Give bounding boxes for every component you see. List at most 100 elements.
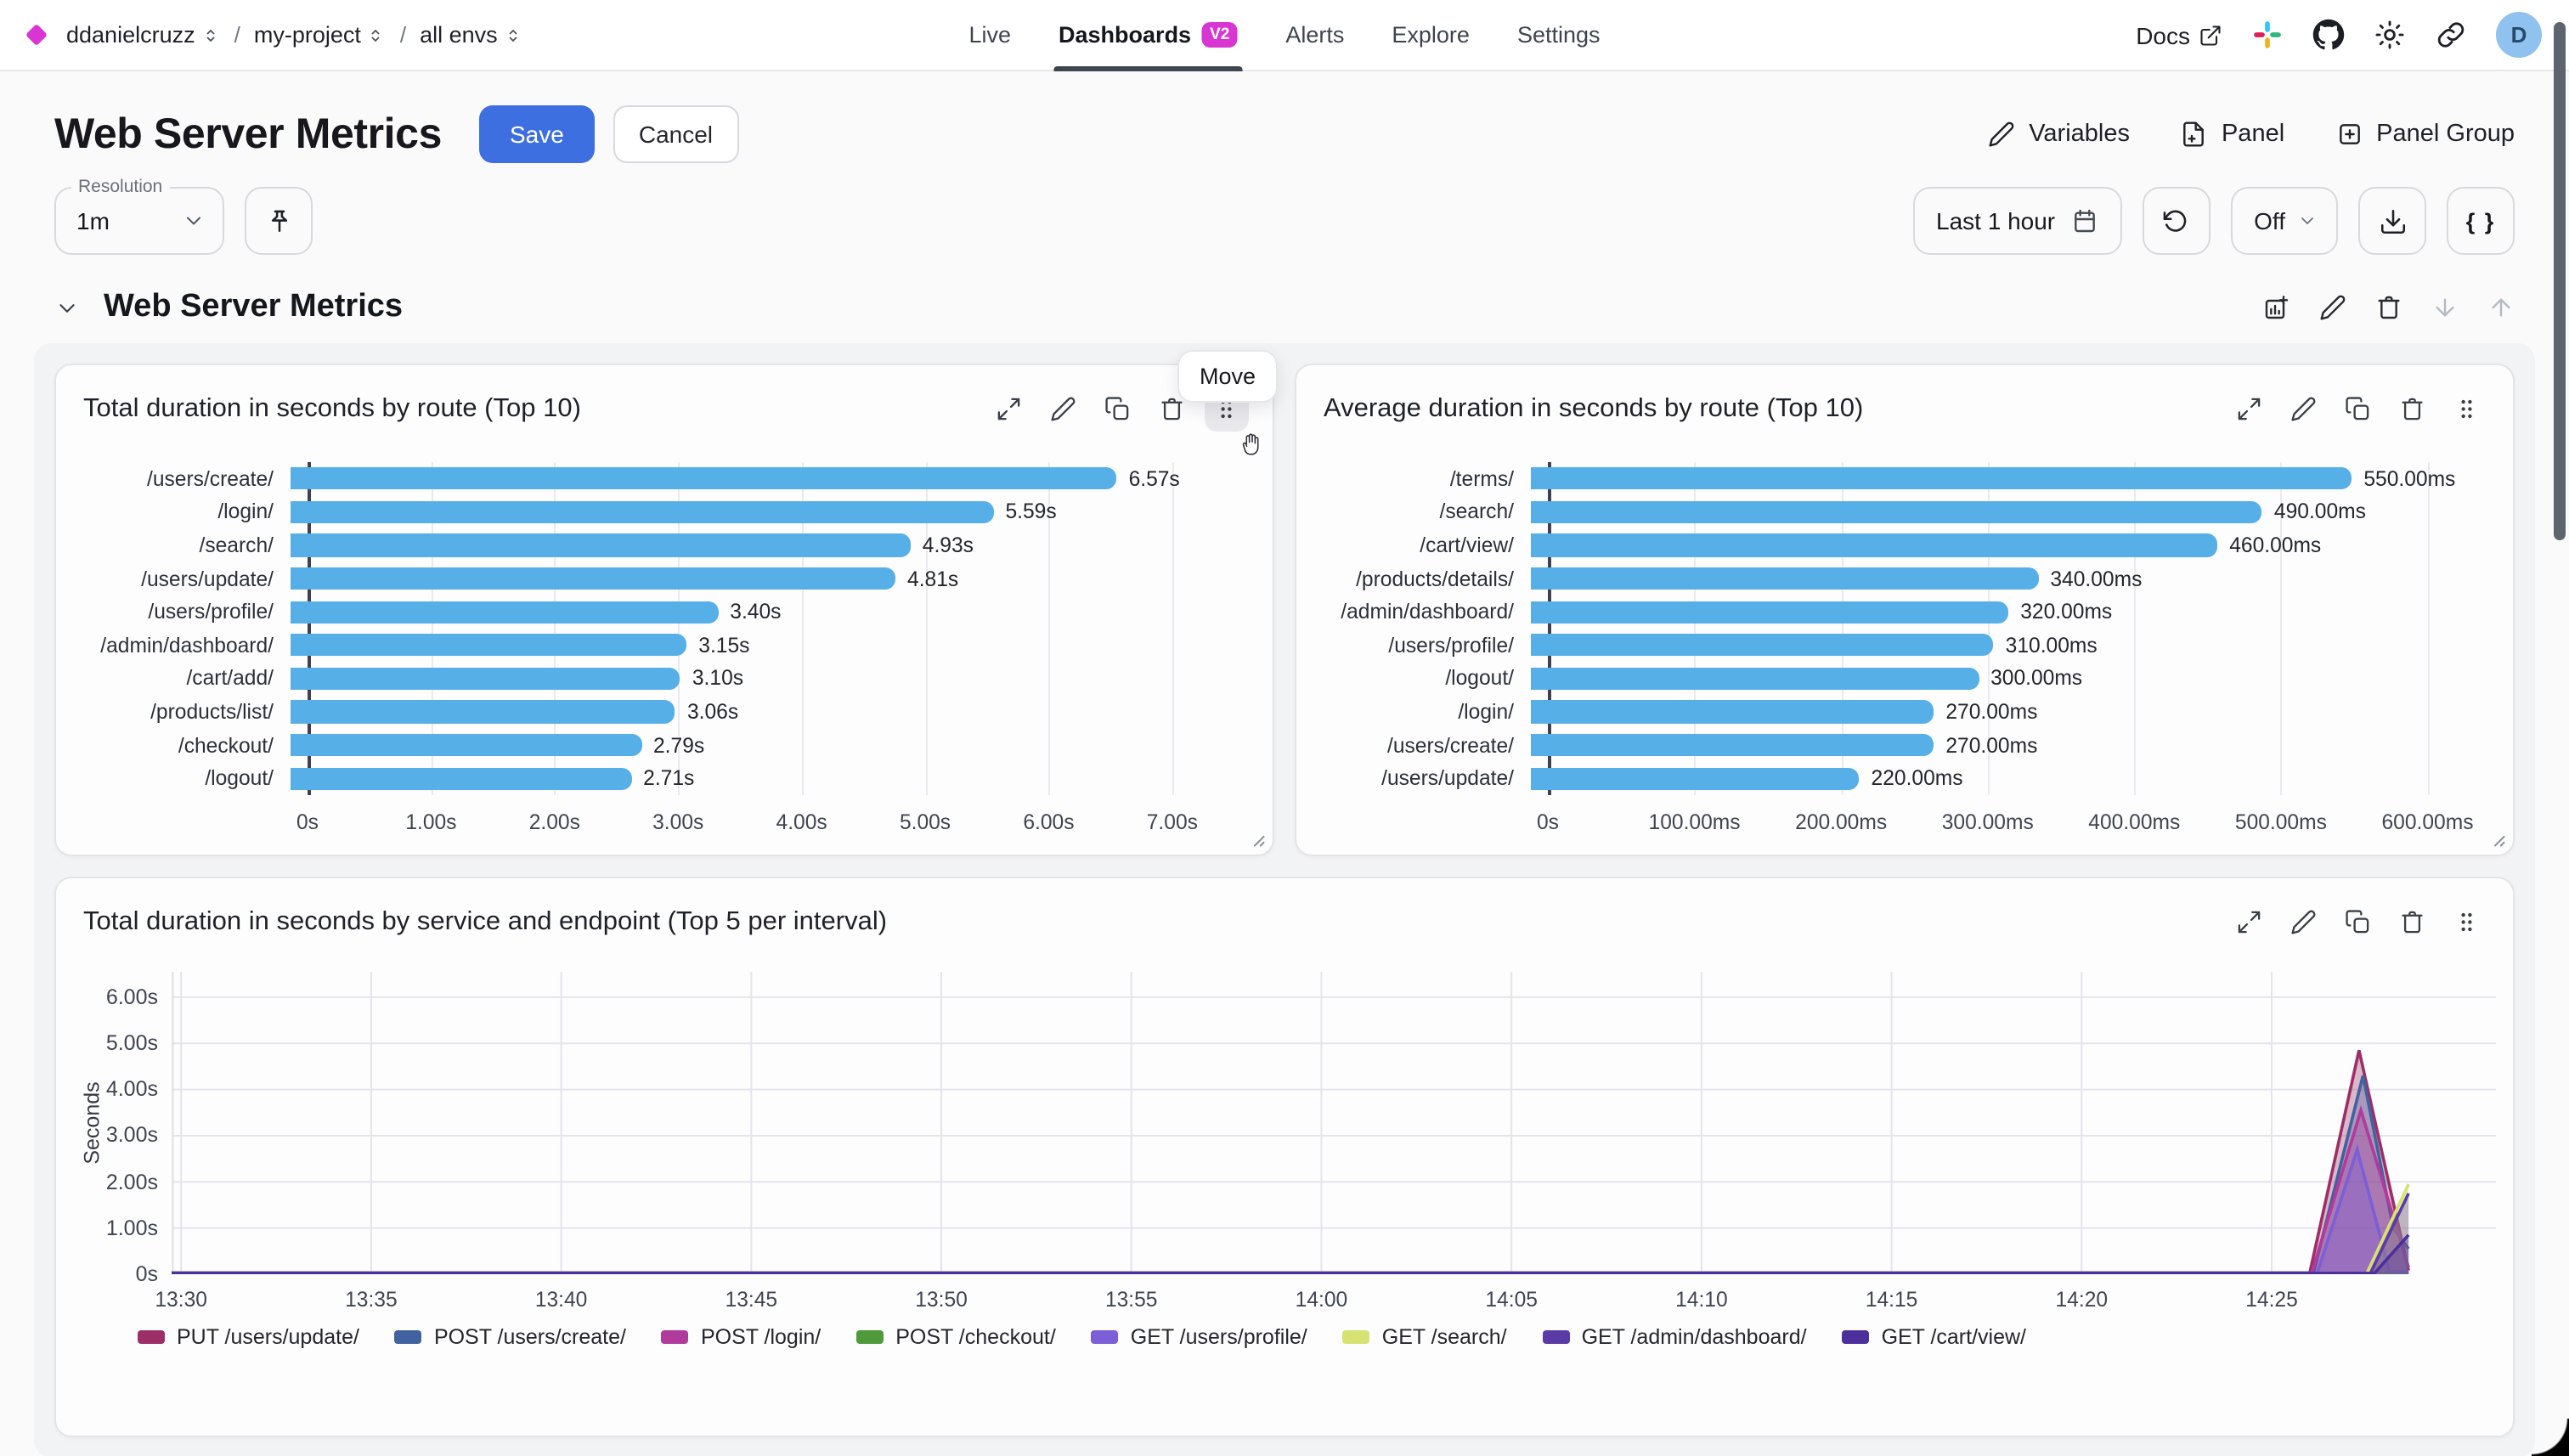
bar-track: 490.00ms [1531, 495, 2489, 528]
bar[interactable] [1531, 667, 1979, 690]
value-label: 2.79s [653, 733, 705, 758]
bar[interactable] [291, 634, 687, 657]
move-group-up-icon[interactable] [2487, 294, 2515, 321]
user-avatar[interactable]: D [2496, 12, 2542, 58]
bar[interactable] [291, 767, 632, 790]
bar[interactable] [1531, 601, 2009, 624]
x-axis-ticks: 0s 1.00s 2.00s 3.00s 4.00s 5.00s 6.00s 7.00s [296, 795, 1249, 841]
bar[interactable] [1531, 634, 1994, 657]
move-group-down-icon[interactable] [2431, 294, 2459, 321]
category-label: /search/ [1439, 499, 1515, 524]
project-switcher[interactable]: my-project [254, 22, 387, 48]
y-tick-label: 5.00s [105, 1031, 158, 1056]
nav-tab-live[interactable]: Live [969, 0, 1012, 71]
bar[interactable] [1531, 733, 1934, 757]
edit-group-icon[interactable] [2319, 294, 2346, 321]
value-label: 320.00ms [2020, 600, 2113, 624]
expand-panel-button[interactable] [2227, 387, 2272, 432]
env-switcher[interactable]: all envs [420, 22, 523, 48]
github-icon[interactable] [2312, 19, 2345, 51]
slack-icon[interactable] [2251, 19, 2284, 51]
legend-item[interactable]: PUT /users/update/ [138, 1325, 359, 1349]
x-tick-label: 14:15 [1865, 1287, 1918, 1312]
bar[interactable] [291, 733, 641, 757]
bar[interactable] [1531, 767, 1860, 790]
add-panel-group-button[interactable]: Panel Group [2335, 121, 2515, 148]
legend-item[interactable]: POST /checkout/ [856, 1325, 1056, 1349]
expand-panel-button[interactable] [987, 387, 1031, 432]
edit-panel-button[interactable] [2282, 900, 2326, 945]
bar[interactable] [1531, 500, 2262, 523]
scrollbar-thumb[interactable] [2554, 22, 2566, 540]
area-plot-area[interactable] [172, 972, 2496, 1274]
bar[interactable] [291, 601, 719, 624]
legend-item[interactable]: GET /cart/view/ [1842, 1325, 2026, 1349]
expand-panel-button[interactable] [2227, 900, 2272, 945]
collapse-chevron-icon[interactable] [54, 295, 80, 320]
add-chart-icon[interactable] [2263, 294, 2290, 321]
drag-panel-button[interactable] [2445, 387, 2489, 432]
bar[interactable] [291, 500, 994, 523]
value-label: 2.71s [643, 766, 695, 791]
nav-tab-explore[interactable]: Explore [1392, 0, 1470, 71]
resize-handle-icon[interactable] [2487, 829, 2508, 849]
legend-item[interactable]: GET /users/profile/ [1091, 1325, 1307, 1349]
bar-chart: /users/create/6.57s/login/5.59s/search/4… [56, 445, 1273, 855]
variables-button[interactable]: Variables [1988, 121, 2130, 148]
x-axis-ticks: 0s 100.00ms 200.00ms 300.00ms 400.00ms 500.00… [1537, 795, 2489, 841]
edit-panel-button[interactable] [2282, 387, 2326, 432]
nav-tab-alerts[interactable]: Alerts [1285, 0, 1344, 71]
resize-handle-icon[interactable] [1247, 829, 1268, 849]
bar[interactable] [291, 700, 675, 724]
brand-logo-icon[interactable] [25, 23, 48, 47]
cancel-button[interactable]: Cancel [613, 105, 739, 163]
auto-refresh-select[interactable]: Off [2230, 187, 2338, 255]
bar[interactable] [1531, 467, 2352, 490]
bar[interactable] [1531, 567, 2039, 590]
resolution-select[interactable]: Resolution 1m [54, 177, 224, 255]
bar-plot-area: /terms/550.00ms/search/490.00ms/cart/vie… [1313, 462, 2489, 795]
bar[interactable] [291, 467, 1117, 490]
refresh-button[interactable] [2142, 187, 2210, 255]
delete-panel-button[interactable] [2391, 387, 2435, 432]
nav-tab-settings[interactable]: Settings [1517, 0, 1601, 71]
x-tick-label: 200.00ms [1795, 810, 1888, 834]
y-tick-label: 1.00s [105, 1216, 158, 1240]
bar-row: /cart/add/3.10s [73, 662, 1249, 695]
org-name: ddanielcruzz [66, 22, 195, 48]
bar[interactable] [291, 567, 896, 590]
nav-tab-dashboards[interactable]: Dashboards V2 [1053, 0, 1243, 71]
bar[interactable] [1531, 533, 2218, 557]
bar-row: /users/update/220.00ms [1313, 762, 2489, 795]
legend-item[interactable]: GET /admin/dashboard/ [1542, 1325, 1807, 1349]
duplicate-panel-button[interactable] [2336, 900, 2380, 945]
delete-group-icon[interactable] [2375, 294, 2402, 321]
bar[interactable] [291, 667, 680, 690]
docs-link[interactable]: Docs [2136, 21, 2222, 48]
org-switcher[interactable]: ddanielcruzz [66, 22, 221, 48]
category-label: /admin/dashboard/ [1341, 600, 1514, 624]
nav-tab-label: Alerts [1285, 22, 1345, 48]
delete-panel-button[interactable] [2391, 900, 2435, 945]
pin-button[interactable] [245, 187, 313, 255]
chevron-up-down-icon [509, 29, 517, 41]
drag-icon [2461, 913, 2473, 932]
edit-panel-button[interactable] [1042, 387, 1086, 432]
save-button[interactable]: Save [479, 105, 595, 163]
bar[interactable] [291, 533, 911, 557]
delete-panel-button[interactable] [1150, 387, 1194, 432]
theme-sun-icon[interactable] [2374, 19, 2406, 51]
download-button[interactable] [2358, 187, 2426, 255]
duplicate-panel-button[interactable] [1096, 387, 1140, 432]
json-view-button[interactable]: { } [2447, 187, 2515, 255]
share-link-icon[interactable] [2435, 19, 2467, 51]
time-range-picker[interactable]: Last 1 hour [1912, 187, 2122, 255]
legend-item[interactable]: POST /login/ [661, 1325, 821, 1349]
duplicate-icon [2346, 397, 2369, 420]
duplicate-panel-button[interactable] [2336, 387, 2380, 432]
legend-item[interactable]: GET /search/ [1342, 1325, 1507, 1349]
drag-panel-button[interactable] [2445, 900, 2489, 945]
bar[interactable] [1531, 700, 1934, 724]
legend-item[interactable]: POST /users/create/ [394, 1325, 626, 1349]
add-panel-button[interactable]: Panel [2181, 121, 2284, 148]
